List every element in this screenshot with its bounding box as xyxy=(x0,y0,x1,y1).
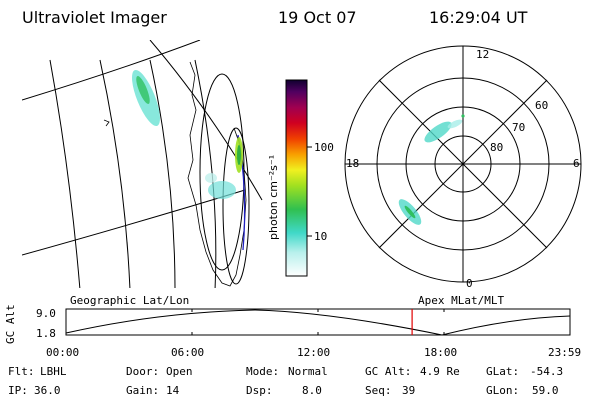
gain-label: Gain: xyxy=(126,384,160,397)
timeline-frame xyxy=(65,308,571,336)
colorbar-label-100: 100 xyxy=(314,141,334,154)
map-grid-line xyxy=(149,40,263,201)
geographic-map xyxy=(22,40,263,288)
dsp-label: Dsp: xyxy=(246,384,273,397)
mode-value: Normal xyxy=(288,365,328,378)
mlt-diagonal xyxy=(378,79,548,249)
filter-value: LBHL xyxy=(40,365,67,378)
ip-value: 36.0 xyxy=(34,384,61,397)
seq-value: 39 xyxy=(402,384,416,397)
coastline xyxy=(103,119,110,127)
glat-label: GLat: xyxy=(486,365,520,378)
earth-limb xyxy=(199,73,245,271)
map-grid-line xyxy=(22,189,246,256)
lat-label-70: 70 xyxy=(512,121,526,134)
timeline-tick-label: 23:59 xyxy=(548,346,582,359)
colorbar-unit-label: photon cm⁻²s⁻¹ xyxy=(267,154,280,240)
door-value: Open xyxy=(166,365,193,378)
filter-label: Flt: xyxy=(8,365,35,378)
mlt-label-6: 6 xyxy=(573,157,580,170)
ip-label: IP: xyxy=(8,384,28,397)
gcalt-label: GC Alt: xyxy=(365,365,412,378)
gain-value: 14 xyxy=(166,384,180,397)
aurora-emission xyxy=(398,114,465,225)
timeline-tick-label: 18:00 xyxy=(424,346,458,359)
mlt-label-0: 0 xyxy=(466,277,473,290)
colorbar-label-10: 10 xyxy=(314,230,328,243)
lat-label-80: 80 xyxy=(490,141,504,154)
colorbar xyxy=(285,79,308,277)
instrument-title: Ultraviolet Imager xyxy=(22,8,167,27)
dsp-value: 8.0 xyxy=(302,384,322,397)
glon-label: GLon: xyxy=(486,384,520,397)
timeline-tick-label: 00:00 xyxy=(46,346,80,359)
polar-plot xyxy=(344,45,582,283)
seq-label: Seq: xyxy=(365,384,392,397)
lat-label-60: 60 xyxy=(535,99,549,112)
timeline-ymin-label: 1.8 xyxy=(36,327,56,340)
coastline xyxy=(187,61,247,287)
mlt-label-18: 18 xyxy=(346,157,360,170)
gcalt-value: 4.9 Re xyxy=(420,365,460,378)
image-time: 16:29:04 UT xyxy=(429,8,528,27)
timeline-tick-label: 12:00 xyxy=(297,346,331,359)
map-grid-line xyxy=(149,59,176,288)
timeline-right-label: Apex MLat/MLT xyxy=(418,294,505,307)
map-grid-line xyxy=(99,59,131,288)
orbit-timeline xyxy=(65,308,571,336)
timeline-axis-label: GC Alt xyxy=(4,304,17,344)
timeline-ymax-label: 9.0 xyxy=(36,307,56,320)
timeline-left-label: Geographic Lat/Lon xyxy=(70,294,190,307)
timeline-tick-label: 06:00 xyxy=(171,346,205,359)
mode-label: Mode: xyxy=(246,365,280,378)
mlt-label-12: 12 xyxy=(476,48,490,61)
map-grid-line xyxy=(22,40,201,101)
glon-value: 59.0 xyxy=(532,384,559,397)
aurora-emission xyxy=(132,69,243,199)
map-grid-line xyxy=(49,59,81,288)
glat-value: -54.3 xyxy=(530,365,564,378)
earth-limb xyxy=(222,127,250,285)
image-date: 19 Oct 07 xyxy=(278,8,357,27)
door-label: Door: xyxy=(126,365,160,378)
altitude-curve xyxy=(65,309,571,336)
